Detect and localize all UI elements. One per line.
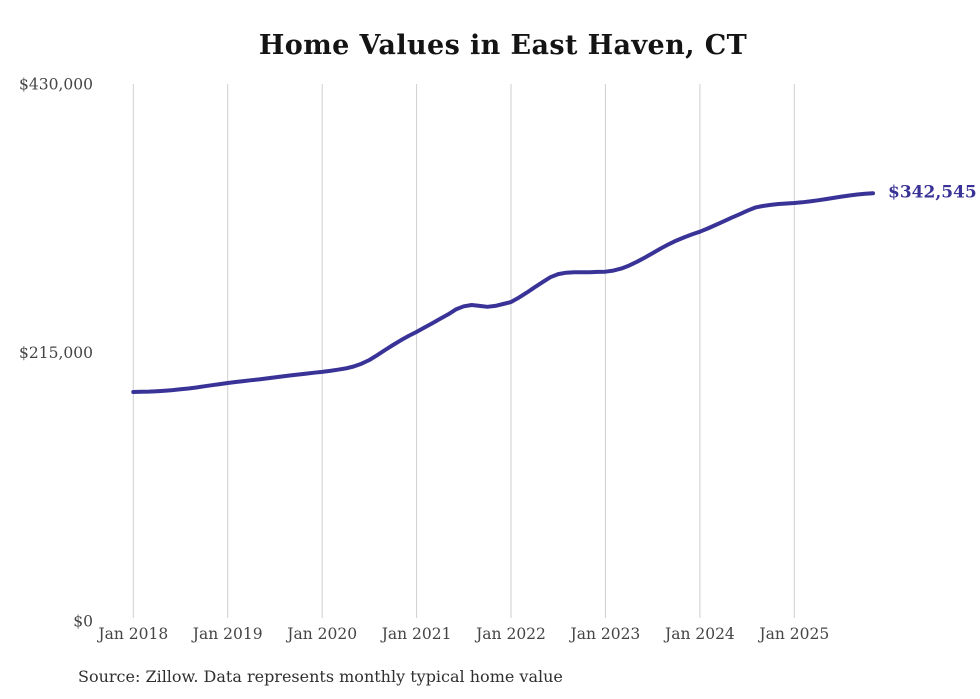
source-note: Source: Zillow. Data represents monthly … [78, 667, 563, 686]
x-tick-label: Jan 2021 [380, 625, 452, 643]
x-tick-label: Jan 2022 [474, 625, 546, 643]
y-tick-label: $0 [73, 613, 93, 631]
x-tick-label: Jan 2023 [568, 625, 640, 643]
y-tick-label: $215,000 [19, 344, 93, 362]
x-tick-label: Jan 2025 [757, 625, 829, 643]
x-tick-label: Jan 2019 [191, 625, 263, 643]
chart-title: Home Values in East Haven, CT [258, 30, 748, 61]
x-tick-label: Jan 2024 [663, 625, 735, 643]
value-line [131, 191, 875, 394]
x-tick-label: Jan 2020 [285, 625, 357, 643]
end-value-label: $342,545 [888, 183, 977, 203]
y-tick-label: $430,000 [19, 76, 93, 94]
x-tick-label: Jan 2018 [96, 625, 168, 643]
